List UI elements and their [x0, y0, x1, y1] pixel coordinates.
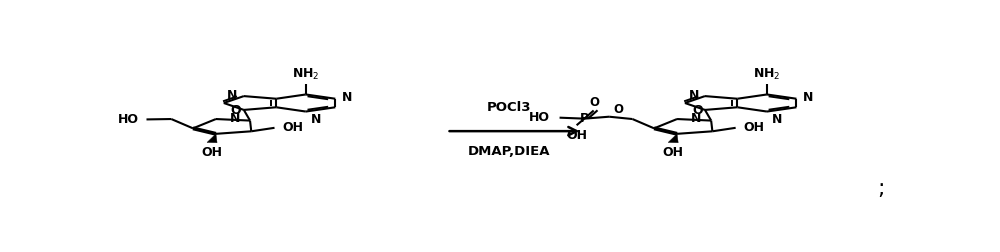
- Text: O: O: [692, 104, 703, 117]
- Text: OH: OH: [202, 146, 223, 159]
- Text: N: N: [227, 89, 238, 102]
- Text: O: O: [589, 96, 599, 109]
- Text: N: N: [310, 113, 321, 126]
- Text: N: N: [772, 113, 782, 126]
- Text: POCl3: POCl3: [486, 101, 531, 114]
- Text: OH: OH: [566, 129, 587, 142]
- Text: NH$_2$: NH$_2$: [753, 67, 781, 82]
- Text: N: N: [803, 91, 813, 105]
- Polygon shape: [207, 134, 217, 143]
- Text: OH: OH: [663, 146, 684, 159]
- Text: N: N: [691, 112, 701, 125]
- Text: HO: HO: [118, 113, 139, 126]
- Polygon shape: [668, 134, 678, 143]
- Text: ;: ;: [877, 179, 884, 199]
- Text: O: O: [231, 104, 241, 117]
- Text: DMAP,DIEA: DMAP,DIEA: [467, 145, 550, 158]
- Text: N: N: [342, 91, 352, 105]
- Text: NH$_2$: NH$_2$: [292, 67, 319, 82]
- Text: OH: OH: [282, 121, 303, 134]
- Text: O: O: [613, 103, 623, 115]
- Text: P: P: [580, 112, 589, 125]
- Text: OH: OH: [743, 121, 764, 134]
- Text: N: N: [230, 112, 240, 125]
- Text: N: N: [688, 89, 699, 102]
- Text: HO: HO: [529, 111, 550, 124]
